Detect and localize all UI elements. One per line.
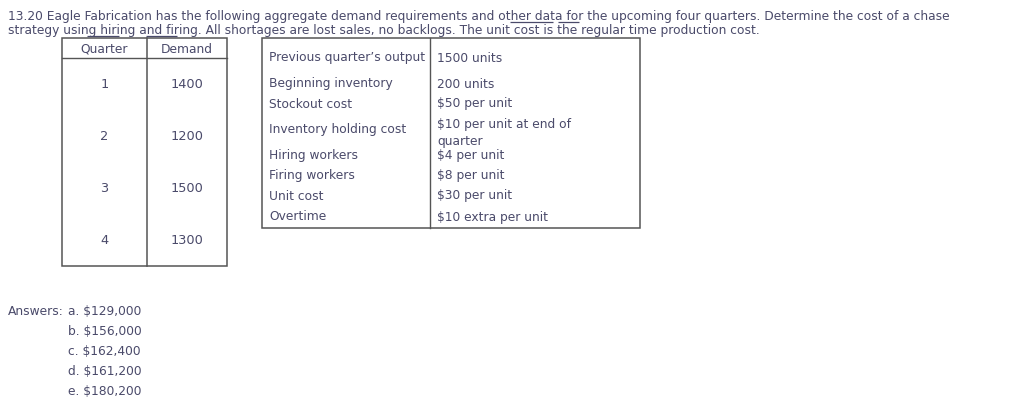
Text: Overtime: Overtime	[269, 211, 326, 223]
Text: $4 per unit: $4 per unit	[437, 150, 504, 162]
Text: Hiring workers: Hiring workers	[269, 150, 358, 162]
Text: $50 per unit: $50 per unit	[437, 97, 513, 110]
Text: $10 per unit at end of
quarter: $10 per unit at end of quarter	[437, 118, 571, 148]
Text: Quarter: Quarter	[81, 43, 128, 56]
Text: 1200: 1200	[171, 130, 203, 142]
Text: b. $156,000: b. $156,000	[68, 325, 142, 338]
Text: 1400: 1400	[171, 77, 203, 90]
Text: 1: 1	[100, 77, 109, 90]
Bar	[262, 38, 640, 228]
Bar	[62, 38, 227, 266]
Text: $30 per unit: $30 per unit	[437, 189, 513, 202]
Text: 13.20 Eagle Fabrication has the following aggregate demand requirements and othe: 13.20 Eagle Fabrication has the followin…	[8, 10, 950, 23]
Text: Firing workers: Firing workers	[269, 169, 355, 182]
Text: a. $129,000: a. $129,000	[68, 305, 141, 318]
Text: 1300: 1300	[171, 234, 203, 247]
Text: Demand: Demand	[161, 43, 213, 56]
Text: 1500 units: 1500 units	[437, 52, 502, 65]
Text: 4: 4	[100, 234, 109, 247]
Text: e. $180,200: e. $180,200	[68, 385, 141, 398]
Text: Answers:: Answers:	[8, 305, 64, 318]
Text: d. $161,200: d. $161,200	[68, 365, 142, 378]
Text: c. $162,400: c. $162,400	[68, 345, 141, 358]
Text: Unit cost: Unit cost	[269, 189, 324, 202]
Text: Beginning inventory: Beginning inventory	[269, 77, 393, 90]
Text: 1500: 1500	[171, 182, 203, 195]
Text: 2: 2	[100, 130, 109, 142]
Text: $10 extra per unit: $10 extra per unit	[437, 211, 548, 223]
Text: 3: 3	[100, 182, 109, 195]
Text: Previous quarter’s output: Previous quarter’s output	[269, 52, 425, 65]
Text: Inventory holding cost: Inventory holding cost	[269, 124, 406, 137]
Text: $8 per unit: $8 per unit	[437, 169, 504, 182]
Text: strategy using hiring and firing. All shortages are lost sales, no backlogs. The: strategy using hiring and firing. All sh…	[8, 24, 760, 37]
Text: 200 units: 200 units	[437, 77, 494, 90]
Text: Stockout cost: Stockout cost	[269, 97, 352, 110]
